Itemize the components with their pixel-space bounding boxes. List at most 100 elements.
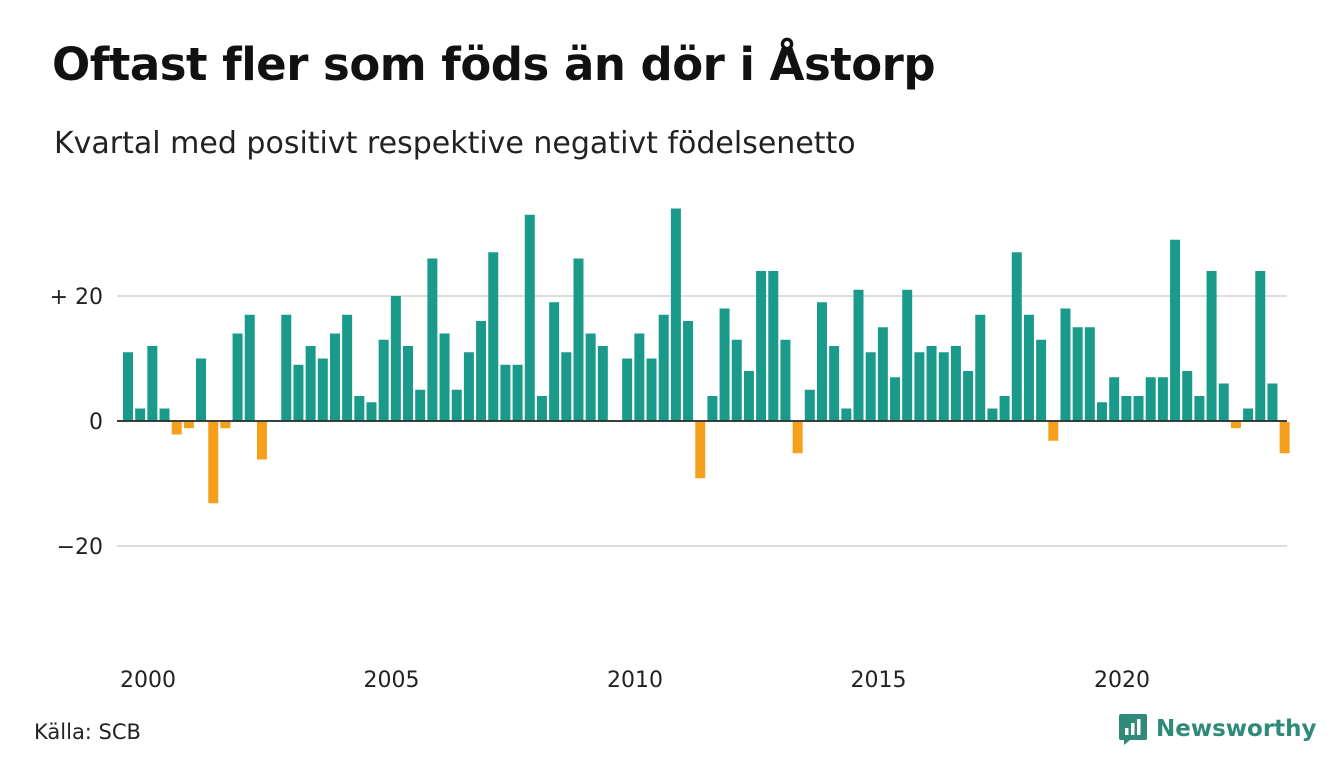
bar: [1145, 377, 1156, 421]
bar: [707, 396, 718, 421]
bar: [963, 371, 974, 421]
bar: [476, 321, 487, 421]
bar: [695, 422, 706, 479]
bar: [719, 308, 730, 421]
bar: [1194, 396, 1205, 421]
bar: [244, 314, 255, 421]
bar: [890, 377, 901, 421]
x-tick-label: 2000: [120, 668, 176, 693]
bar: [147, 346, 158, 421]
bar: [634, 333, 645, 421]
bar: [841, 408, 852, 421]
bar: [597, 346, 608, 421]
bar: [780, 339, 791, 421]
bar: [439, 333, 450, 421]
bar: [256, 422, 267, 460]
bar: [317, 358, 328, 421]
bar: [768, 271, 779, 421]
bar: [463, 352, 474, 421]
bar: [902, 289, 913, 421]
bar: [999, 396, 1010, 421]
bar: [853, 289, 864, 421]
bar: [1157, 377, 1168, 421]
bar: [500, 364, 511, 421]
x-tick-label: 2015: [851, 668, 907, 693]
bar: [1084, 327, 1095, 421]
bar: [549, 302, 560, 421]
bar: [451, 389, 462, 421]
bar: [342, 314, 353, 421]
bar: [208, 422, 219, 504]
bar: [756, 271, 767, 421]
bar: [1072, 327, 1083, 421]
bar: [938, 352, 949, 421]
bar: [1023, 314, 1034, 421]
bar: [1267, 383, 1278, 421]
bar-chart: + 20 0 −20 2000 2005 2010 2015 2020: [50, 208, 1290, 693]
bar: [220, 422, 231, 429]
y-tick-label: + 20: [50, 285, 103, 310]
bar: [1036, 339, 1047, 421]
bar: [975, 314, 986, 421]
x-tick-label: 2020: [1094, 668, 1150, 693]
bar: [1048, 422, 1059, 441]
bar: [950, 346, 961, 421]
bar: [865, 352, 876, 421]
bar: [1230, 422, 1241, 429]
bar: [1218, 383, 1229, 421]
bar: [829, 346, 840, 421]
bar: [1206, 271, 1217, 421]
bar: [1121, 396, 1132, 421]
bar: [743, 371, 754, 421]
bar: [305, 346, 316, 421]
x-tick-label: 2010: [607, 668, 663, 693]
bar: [1243, 408, 1254, 421]
bar: [792, 422, 803, 454]
bar: [281, 314, 292, 421]
bar: [731, 339, 742, 421]
bar: [159, 408, 170, 421]
bar: [488, 252, 499, 421]
bar: [670, 208, 681, 421]
bar: [403, 346, 414, 421]
brand-name: Newsworthy: [1156, 716, 1317, 742]
y-tick-label: 0: [89, 410, 103, 435]
brand-logo: Newsworthy: [1118, 712, 1317, 746]
bar: [1170, 239, 1181, 421]
bar: [1279, 422, 1290, 454]
bar: [1255, 271, 1266, 421]
bar: [914, 352, 925, 421]
bar: [987, 408, 998, 421]
bar: [926, 346, 937, 421]
bar: [378, 339, 389, 421]
bar: [816, 302, 827, 421]
bar: [123, 352, 133, 421]
bar: [390, 296, 401, 421]
bar: [196, 358, 207, 421]
bar: [622, 358, 633, 421]
bar: [427, 258, 438, 421]
bar: [354, 396, 365, 421]
bar: [135, 408, 146, 421]
bar: [415, 389, 426, 421]
chart-subtitle: Kvartal med positivt respektive negativt…: [54, 126, 856, 161]
bar: [171, 422, 182, 435]
bar: [232, 333, 243, 421]
bar: [585, 333, 596, 421]
bar: [877, 327, 888, 421]
bar: [366, 402, 377, 421]
bar: [1182, 371, 1193, 421]
bar: [804, 389, 815, 421]
x-tick-label: 2005: [364, 668, 420, 693]
bar: [1133, 396, 1144, 421]
bar: [524, 214, 535, 421]
bar: [1097, 402, 1107, 421]
bar: [536, 396, 547, 421]
bar: [658, 314, 669, 421]
bar: [683, 321, 694, 421]
bar: [293, 364, 304, 421]
bar: [329, 333, 340, 421]
bar: [646, 358, 657, 421]
bar: [1060, 308, 1071, 421]
bar: [1109, 377, 1120, 421]
